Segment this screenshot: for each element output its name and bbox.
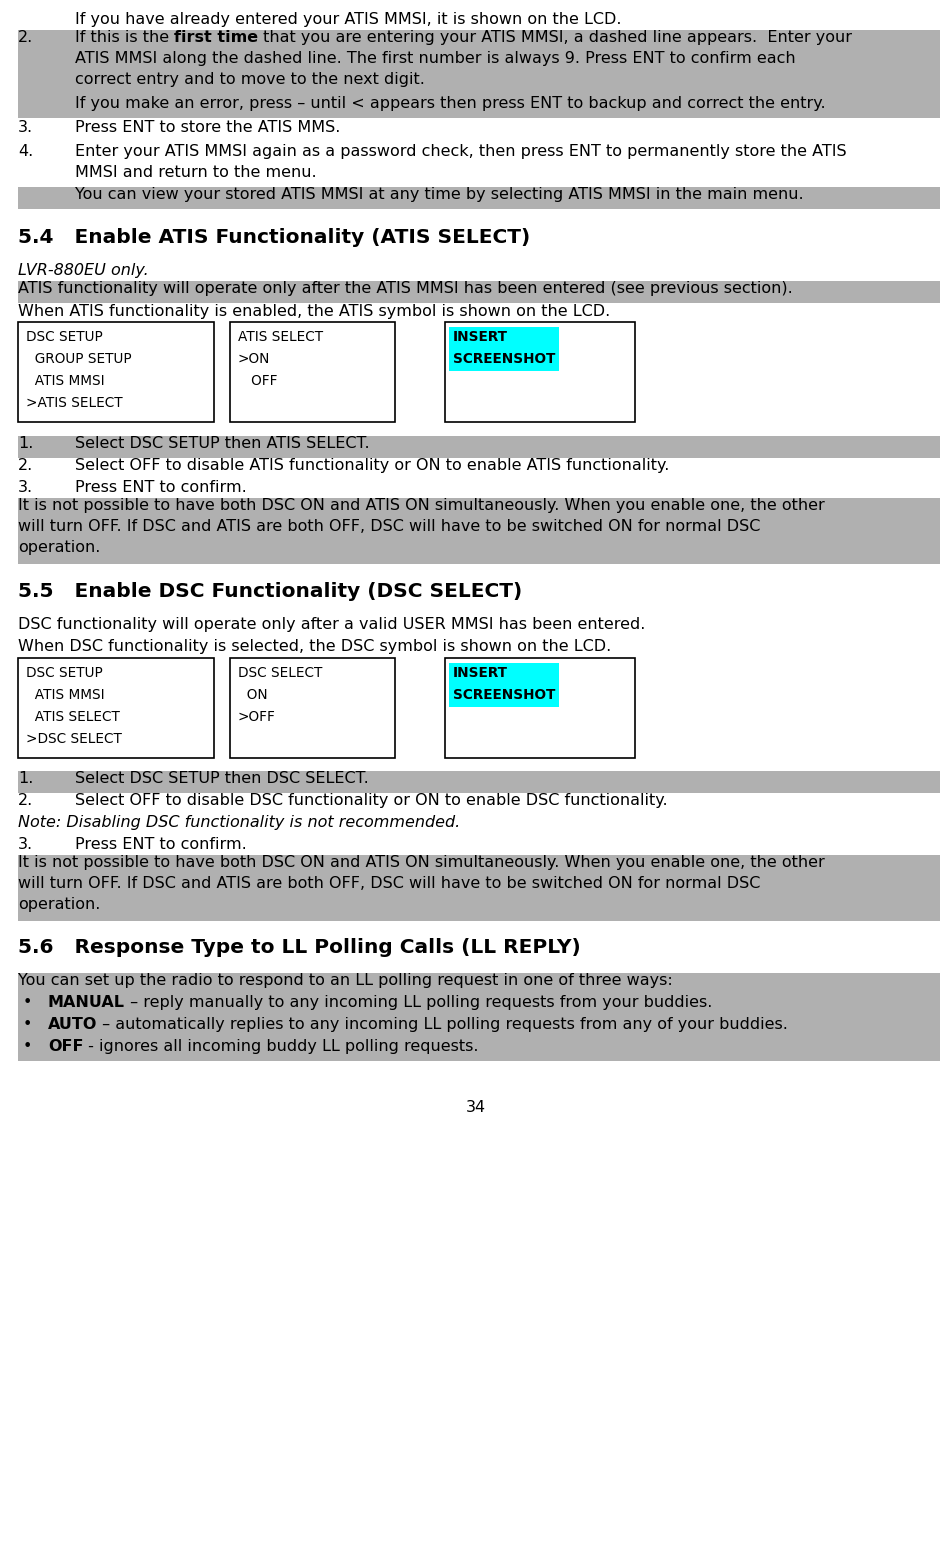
Text: >OFF: >OFF <box>238 709 275 723</box>
Text: 2.: 2. <box>18 29 33 45</box>
Bar <box>18 29 939 98</box>
Text: ATIS functionality will operate only after the ATIS MMSI has been entered (see p: ATIS functionality will operate only aft… <box>18 281 792 296</box>
Text: >ON: >ON <box>238 352 270 366</box>
Text: – automatically replies to any incoming LL polling requests from any of your bud: – automatically replies to any incoming … <box>97 1017 787 1032</box>
Text: Select DSC SETUP then ATIS SELECT.: Select DSC SETUP then ATIS SELECT. <box>75 436 369 452</box>
Text: that you are entering your ATIS MMSI, a dashed line appears.  Enter your: that you are entering your ATIS MMSI, a … <box>258 29 851 45</box>
Text: You can set up the radio to respond to an LL polling request in one of three way: You can set up the radio to respond to a… <box>18 973 672 989</box>
Text: 1.: 1. <box>18 771 33 785</box>
Text: It is not possible to have both DSC ON and ATIS ON simultaneously. When you enab: It is not possible to have both DSC ON a… <box>18 498 823 514</box>
Bar <box>18 186 939 210</box>
Text: •: • <box>23 1017 32 1032</box>
Text: When DSC functionality is selected, the DSC symbol is shown on the LCD.: When DSC functionality is selected, the … <box>18 639 610 653</box>
Text: GROUP SETUP: GROUP SETUP <box>26 352 131 366</box>
Text: 1.: 1. <box>18 436 33 452</box>
Bar <box>18 498 939 563</box>
Bar <box>18 995 939 1017</box>
Bar <box>18 1038 939 1062</box>
Text: ATIS SELECT: ATIS SELECT <box>26 709 120 723</box>
Bar <box>18 96 939 118</box>
Text: 3.: 3. <box>18 120 33 135</box>
Text: If you make an error, press – until < appears then press ENT to backup and corre: If you make an error, press – until < ap… <box>75 96 824 112</box>
Text: correct entry and to move to the next digit.: correct entry and to move to the next di… <box>75 71 425 87</box>
Bar <box>18 321 214 422</box>
Text: ATIS MMSI: ATIS MMSI <box>26 688 105 702</box>
Text: 5.6   Response Type to LL Polling Calls (LL REPLY): 5.6 Response Type to LL Polling Calls (L… <box>18 937 580 958</box>
Text: Select DSC SETUP then DSC SELECT.: Select DSC SETUP then DSC SELECT. <box>75 771 368 785</box>
Bar <box>448 327 559 371</box>
Text: Select OFF to disable DSC functionality or ON to enable DSC functionality.: Select OFF to disable DSC functionality … <box>75 793 667 809</box>
Text: •: • <box>23 1038 32 1054</box>
Bar <box>18 973 939 995</box>
Text: >ATIS SELECT: >ATIS SELECT <box>26 396 123 410</box>
Bar <box>18 855 939 920</box>
Text: It is not possible to have both DSC ON and ATIS ON simultaneously. When you enab: It is not possible to have both DSC ON a… <box>18 855 823 871</box>
Text: 2.: 2. <box>18 793 33 809</box>
Text: 4.: 4. <box>18 144 33 158</box>
Bar <box>229 658 394 757</box>
Bar <box>18 658 214 757</box>
Text: ATIS MMSI along the dashed line. The first number is always 9. Press ENT to conf: ATIS MMSI along the dashed line. The fir… <box>75 51 795 67</box>
Bar <box>445 321 634 422</box>
Text: - ignores all incoming buddy LL polling requests.: - ignores all incoming buddy LL polling … <box>84 1038 479 1054</box>
Text: 5.5   Enable DSC Functionality (DSC SELECT): 5.5 Enable DSC Functionality (DSC SELECT… <box>18 582 522 601</box>
Text: If this is the: If this is the <box>75 29 174 45</box>
Text: first time: first time <box>174 29 258 45</box>
Text: INSERT: INSERT <box>452 666 507 680</box>
Text: Press ENT to confirm.: Press ENT to confirm. <box>75 837 247 852</box>
Text: Enter your ATIS MMSI again as a password check, then press ENT to permanently st: Enter your ATIS MMSI again as a password… <box>75 144 845 158</box>
Text: When ATIS functionality is enabled, the ATIS symbol is shown on the LCD.: When ATIS functionality is enabled, the … <box>18 304 609 320</box>
Text: LVR-880EU only.: LVR-880EU only. <box>18 262 149 278</box>
Text: DSC SELECT: DSC SELECT <box>238 666 322 680</box>
Text: 3.: 3. <box>18 480 33 495</box>
Bar <box>18 771 939 793</box>
Text: MMSI and return to the menu.: MMSI and return to the menu. <box>75 165 316 180</box>
Text: Press ENT to store the ATIS MMS.: Press ENT to store the ATIS MMS. <box>75 120 340 135</box>
Text: MANUAL: MANUAL <box>48 995 125 1010</box>
Bar <box>448 663 559 708</box>
Text: Note: Disabling DSC functionality is not recommended.: Note: Disabling DSC functionality is not… <box>18 815 460 830</box>
Text: 34: 34 <box>466 1100 486 1114</box>
Bar <box>229 321 394 422</box>
Text: SCREENSHOT: SCREENSHOT <box>452 352 555 366</box>
Text: If you have already entered your ATIS MMSI, it is shown on the LCD.: If you have already entered your ATIS MM… <box>75 12 621 26</box>
Text: DSC SETUP: DSC SETUP <box>26 666 103 680</box>
Text: •: • <box>23 995 32 1010</box>
Text: AUTO: AUTO <box>48 1017 97 1032</box>
Text: ATIS MMSI: ATIS MMSI <box>26 374 105 388</box>
Text: 5.4   Enable ATIS Functionality (ATIS SELECT): 5.4 Enable ATIS Functionality (ATIS SELE… <box>18 228 529 247</box>
Text: Press ENT to confirm.: Press ENT to confirm. <box>75 480 247 495</box>
Text: DSC functionality will operate only after a valid USER MMSI has been entered.: DSC functionality will operate only afte… <box>18 618 645 632</box>
Text: ATIS SELECT: ATIS SELECT <box>238 331 323 345</box>
Text: INSERT: INSERT <box>452 331 507 345</box>
Text: OFF: OFF <box>48 1038 84 1054</box>
Text: DSC SETUP: DSC SETUP <box>26 331 103 345</box>
Text: 3.: 3. <box>18 837 33 852</box>
Text: operation.: operation. <box>18 897 100 913</box>
Text: operation.: operation. <box>18 540 100 556</box>
Text: You can view your stored ATIS MMSI at any time by selecting ATIS MMSI in the mai: You can view your stored ATIS MMSI at an… <box>75 186 803 202</box>
Text: – reply manually to any incoming LL polling requests from your buddies.: – reply manually to any incoming LL poll… <box>125 995 712 1010</box>
Text: will turn OFF. If DSC and ATIS are both OFF, DSC will have to be switched ON for: will turn OFF. If DSC and ATIS are both … <box>18 875 760 891</box>
Text: >DSC SELECT: >DSC SELECT <box>26 733 122 747</box>
Bar <box>18 281 939 303</box>
Bar <box>445 658 634 757</box>
Bar <box>18 436 939 458</box>
Text: Select OFF to disable ATIS functionality or ON to enable ATIS functionality.: Select OFF to disable ATIS functionality… <box>75 458 668 473</box>
Bar <box>18 1017 939 1038</box>
Text: OFF: OFF <box>238 374 277 388</box>
Text: ON: ON <box>238 688 268 702</box>
Text: SCREENSHOT: SCREENSHOT <box>452 688 555 702</box>
Text: 2.: 2. <box>18 458 33 473</box>
Text: will turn OFF. If DSC and ATIS are both OFF, DSC will have to be switched ON for: will turn OFF. If DSC and ATIS are both … <box>18 518 760 534</box>
